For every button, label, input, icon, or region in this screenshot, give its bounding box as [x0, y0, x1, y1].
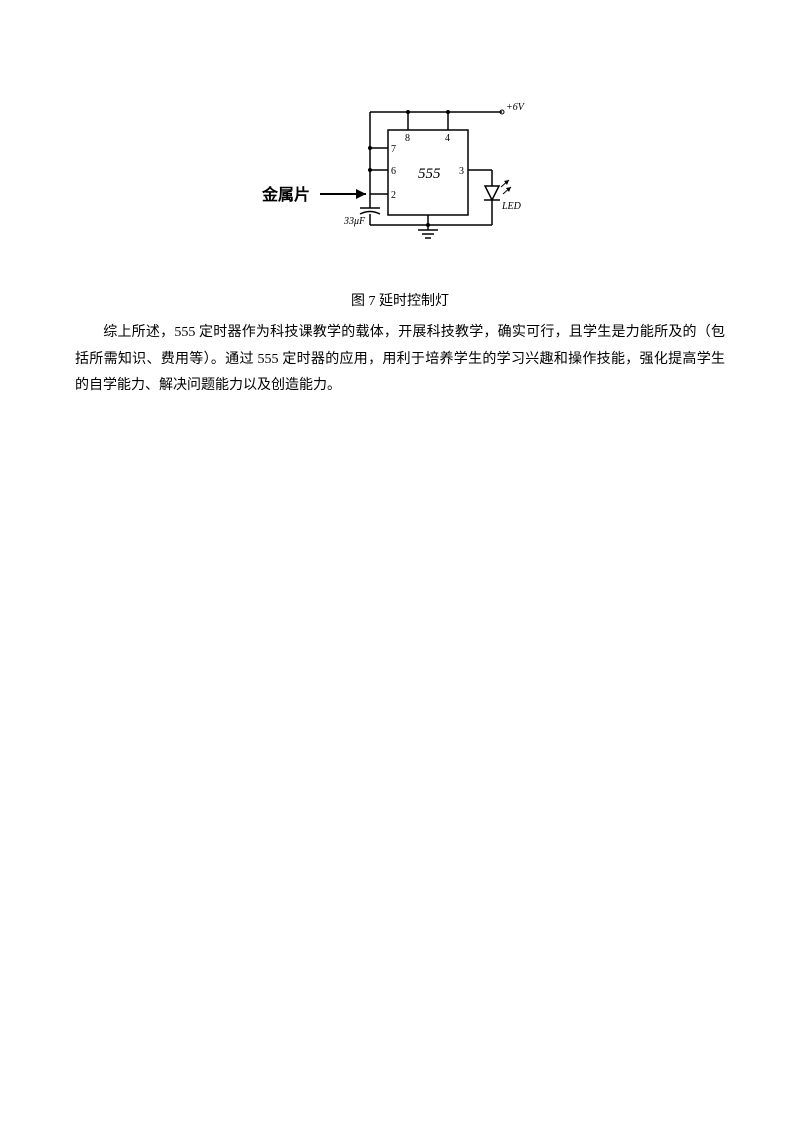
bus-junction-1	[406, 110, 410, 114]
body-paragraph: 综上所述，555 定时器作为科技课教学的载体，开展科技教学，确实可行，且学生是力…	[75, 320, 725, 400]
body-paragraph-text: 综上所述，555 定时器作为科技课教学的载体，开展科技教学，确实可行，且学生是力…	[75, 325, 725, 393]
power-label: +6V	[506, 102, 526, 113]
metal-arrow-head-icon	[356, 189, 366, 199]
cap-label: 33μF	[343, 216, 366, 227]
led-triangle-icon	[485, 186, 499, 200]
bus-junction-2	[446, 110, 450, 114]
circuit-diagram-area: 555 +6V 8 4 7 6	[75, 90, 725, 260]
pin4-label: 4	[445, 133, 450, 144]
circuit-svg: 555 +6V 8 4 7 6	[250, 90, 550, 260]
pin6-junction	[368, 168, 372, 172]
chip-label: 555	[418, 166, 441, 182]
pin6-label: 6	[391, 166, 396, 177]
pin8-label: 8	[405, 133, 410, 144]
cap-plate-bottom-icon	[360, 212, 380, 215]
metal-plate-label: 金属片	[261, 185, 310, 204]
ground-junction	[426, 223, 430, 227]
pin2-label: 2	[391, 190, 396, 201]
figure-caption: 图 7 延时控制灯	[75, 290, 725, 310]
pin7-label: 7	[391, 144, 396, 155]
pin3-label: 3	[459, 166, 464, 177]
pin7-junction	[368, 146, 372, 150]
led-label: LED	[501, 201, 522, 212]
page-container: 555 +6V 8 4 7 6	[0, 0, 800, 400]
